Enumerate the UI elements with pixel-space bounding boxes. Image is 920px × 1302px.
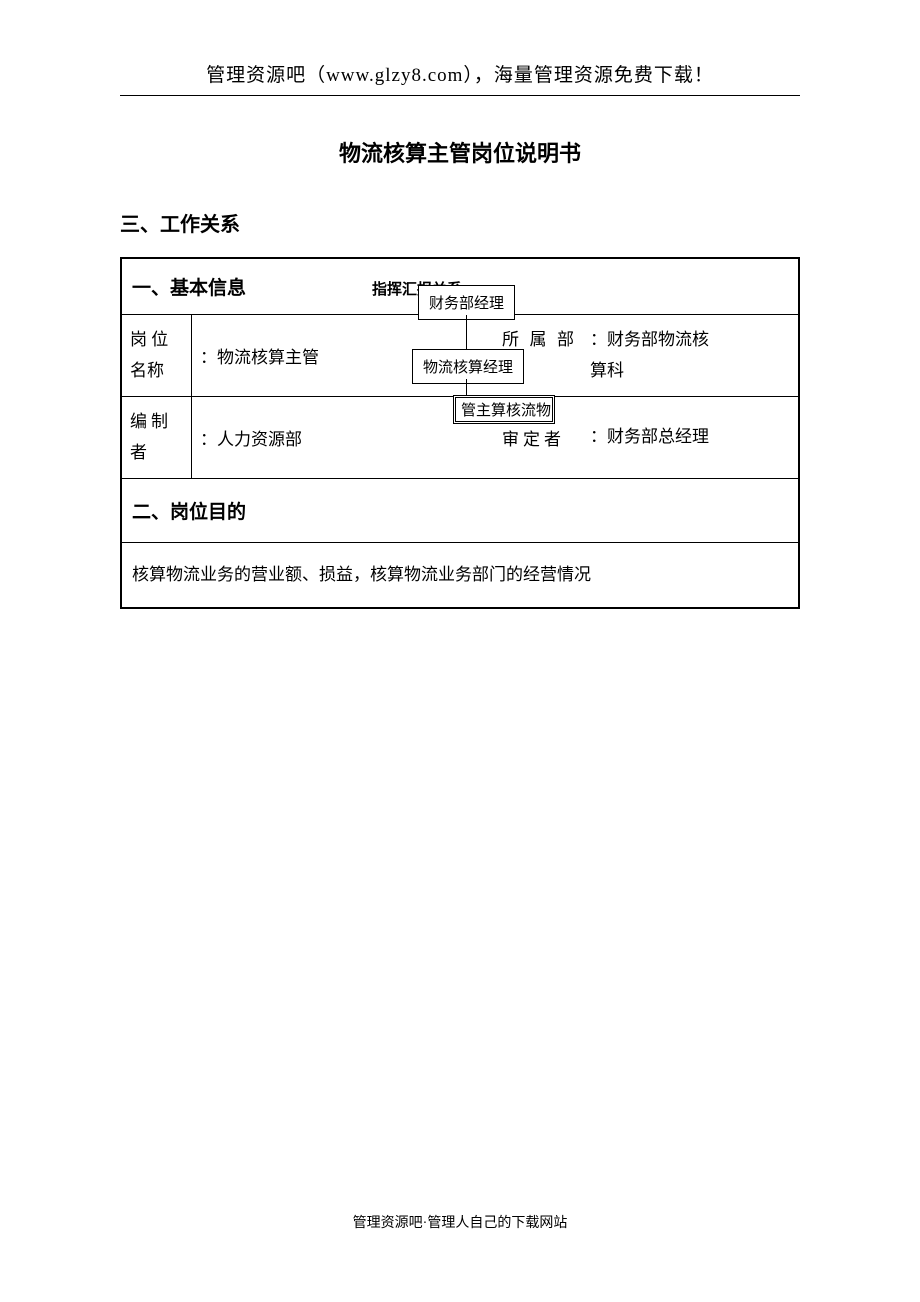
- approver-value: ：财务部总经理: [582, 397, 732, 478]
- section-2-heading: 二、岗位目的: [122, 479, 256, 542]
- author-label: 编制者: [122, 397, 192, 478]
- document-title: 物流核算主管岗位说明书: [120, 136, 800, 168]
- author-value: ：人力资源部: [192, 397, 412, 478]
- org-chart-title: 指挥汇报关系: [372, 259, 798, 314]
- position-label: 岗 位 名称: [122, 315, 192, 396]
- position-value: ：物流核算主管: [192, 315, 412, 396]
- info-table: 一、基本信息 指挥汇报关系 岗 位 名称 ：物流核算主管 所 属 部门 ：财务部…: [120, 257, 800, 609]
- main-content: 一、基本信息 指挥汇报关系 岗 位 名称 ：物流核算主管 所 属 部门 ：财务部…: [120, 257, 800, 609]
- page-footer: 管理资源吧·管理人自己的下载网站: [0, 1212, 920, 1232]
- page-header: 管理资源吧（www.glzy8.com），海量管理资源免费下载！: [120, 60, 800, 96]
- approver-label: 审定者: [412, 397, 582, 478]
- section-3-heading: 三、工作关系: [120, 208, 800, 237]
- department-value: ：财务部物流核算科: [582, 315, 732, 396]
- department-label: 所 属 部门: [412, 315, 582, 396]
- purpose-text: 核算物流业务的营业额、损益，核算物流业务部门的经营情况: [122, 543, 601, 606]
- section-1-heading: 一、基本信息: [122, 259, 372, 314]
